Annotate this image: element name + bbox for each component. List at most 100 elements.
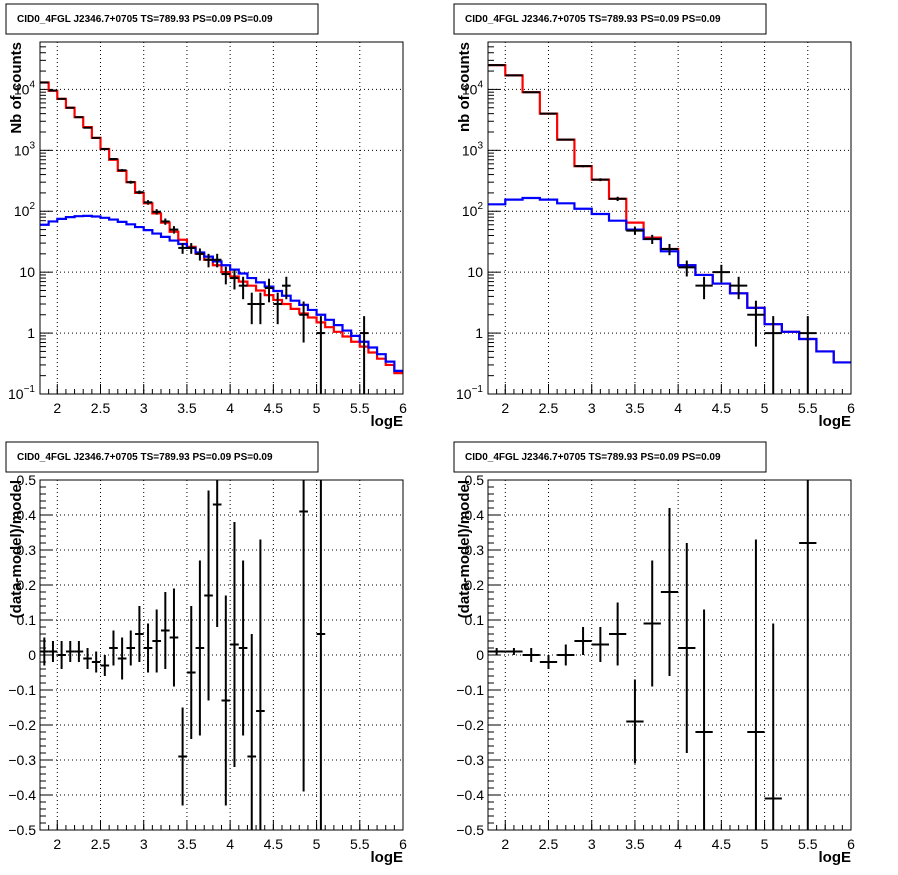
chart-title: CID0_4FGL J2346.7+0705 TS=789.93 PS=0.09… [17, 452, 273, 463]
plot-area [40, 42, 403, 394]
chart-title: CID0_4FGL J2346.7+0705 TS=789.93 PS=0.09… [465, 452, 721, 463]
data-point [204, 253, 213, 268]
data-point [539, 655, 558, 669]
data-point [574, 627, 592, 655]
data-point [152, 209, 161, 215]
y-tick-label: 0.4 [465, 507, 485, 523]
chart-title: CID0_4FGL J2346.7+0705 TS=789.93 PS=0.09… [17, 14, 273, 25]
data-point [135, 190, 144, 195]
plot-frame [487, 479, 852, 831]
data-point [660, 508, 679, 676]
x-tick-label: 5.5 [798, 836, 818, 852]
y-tick-label: −0.5 [8, 822, 36, 838]
data-point [712, 264, 730, 283]
data-point [230, 270, 239, 290]
title-box [453, 3, 767, 35]
y-tick-label: 0.4 [17, 507, 37, 523]
plot-area [488, 42, 851, 394]
y-axis-title: (data-model)/model [456, 480, 473, 618]
data-point [169, 588, 179, 687]
x-axis-title: logE [371, 849, 404, 866]
x-tick-label: 3.5 [177, 836, 197, 852]
data-point [609, 602, 627, 666]
y-tick-label: −0.1 [8, 682, 36, 698]
x-tick-label: 6 [847, 836, 855, 852]
data-point [247, 634, 257, 830]
data-point [65, 106, 75, 109]
y-tick-label: 104 [462, 79, 484, 97]
data-point [186, 606, 196, 739]
y-tick-label: 0 [28, 647, 36, 663]
x-tick-label: 3 [588, 836, 596, 852]
chart-title: CID0_4FGL J2346.7+0705 TS=789.93 PS=0.09… [465, 14, 721, 25]
y-tick-label: 102 [14, 201, 36, 219]
x-tick-label: 5 [761, 836, 769, 852]
data-point [91, 136, 101, 139]
x-tick-label: 5.5 [350, 836, 370, 852]
y-axis-title: (data-model)/model [8, 480, 25, 618]
y-tick-label: 103 [462, 140, 484, 158]
data-point [247, 292, 257, 325]
y-tick-label: 0.1 [17, 612, 37, 628]
data-point [195, 248, 205, 261]
data-point [256, 292, 265, 325]
data-point [117, 637, 127, 680]
data-point [74, 116, 84, 119]
data-point [591, 627, 609, 662]
data-point [100, 148, 110, 151]
data-point [678, 543, 696, 753]
data-point [299, 301, 308, 343]
data-point [40, 637, 49, 666]
data-point [126, 180, 136, 184]
x-tick-label: 3 [140, 400, 148, 416]
panel-residuals-left: 2 2.5 3 3.5 4 4.5 5 5.5 6 −0.5 −0.4 −0.3 −0.2 −0.1 0 0.… [5, 441, 407, 866]
x-tick-label: 2.5 [539, 836, 559, 852]
data-point [488, 648, 506, 655]
y-tick-label: −0.5 [456, 822, 484, 838]
y-tick-label: 1 [27, 325, 35, 341]
y-tick-label: 0.3 [465, 542, 485, 558]
data-point [730, 276, 748, 300]
data-point [626, 679, 644, 764]
data-layer [488, 480, 817, 830]
y-tick-label: 0.1 [465, 612, 485, 628]
x-tick-label: 4 [226, 400, 234, 416]
data-point [48, 641, 58, 662]
x-axis-title: logE [371, 413, 404, 430]
x-tick-label: 3.5 [625, 836, 645, 852]
y-tick-label: 0.5 [465, 472, 485, 488]
title-box [453, 441, 767, 473]
data-point [161, 592, 170, 669]
data-point [143, 200, 153, 205]
data-point [591, 178, 609, 182]
y-tick-label: −0.3 [8, 752, 36, 768]
x-tick-label: 4 [226, 836, 234, 852]
data-point [83, 648, 92, 669]
x-tick-label: 4.5 [264, 400, 284, 416]
data-point [161, 218, 170, 225]
x-tick-label: 4.5 [712, 836, 732, 852]
data-point [238, 276, 248, 300]
x-tick-label: 6 [399, 836, 407, 852]
x-tick-label: 3 [140, 836, 148, 852]
x-tick-label: 4 [674, 400, 682, 416]
data-point [273, 292, 282, 325]
data-point [764, 316, 782, 394]
data-point [109, 158, 118, 161]
y-axis-title: Nb of counts [8, 42, 25, 134]
data-point [316, 480, 326, 830]
data-point [282, 276, 291, 300]
data-point [505, 648, 523, 655]
data-point [143, 623, 153, 673]
data-point [57, 97, 66, 100]
y-tick-label: −0.3 [456, 752, 484, 768]
data-point [799, 316, 817, 394]
x-tick-label: 5.5 [798, 400, 818, 416]
data-point [643, 234, 661, 244]
data-point [316, 316, 326, 394]
y-tick-label: −0.4 [456, 787, 484, 803]
x-tick-label: 4.5 [264, 836, 284, 852]
data-point [178, 707, 187, 806]
data-point [238, 560, 248, 736]
data-point [91, 651, 101, 673]
